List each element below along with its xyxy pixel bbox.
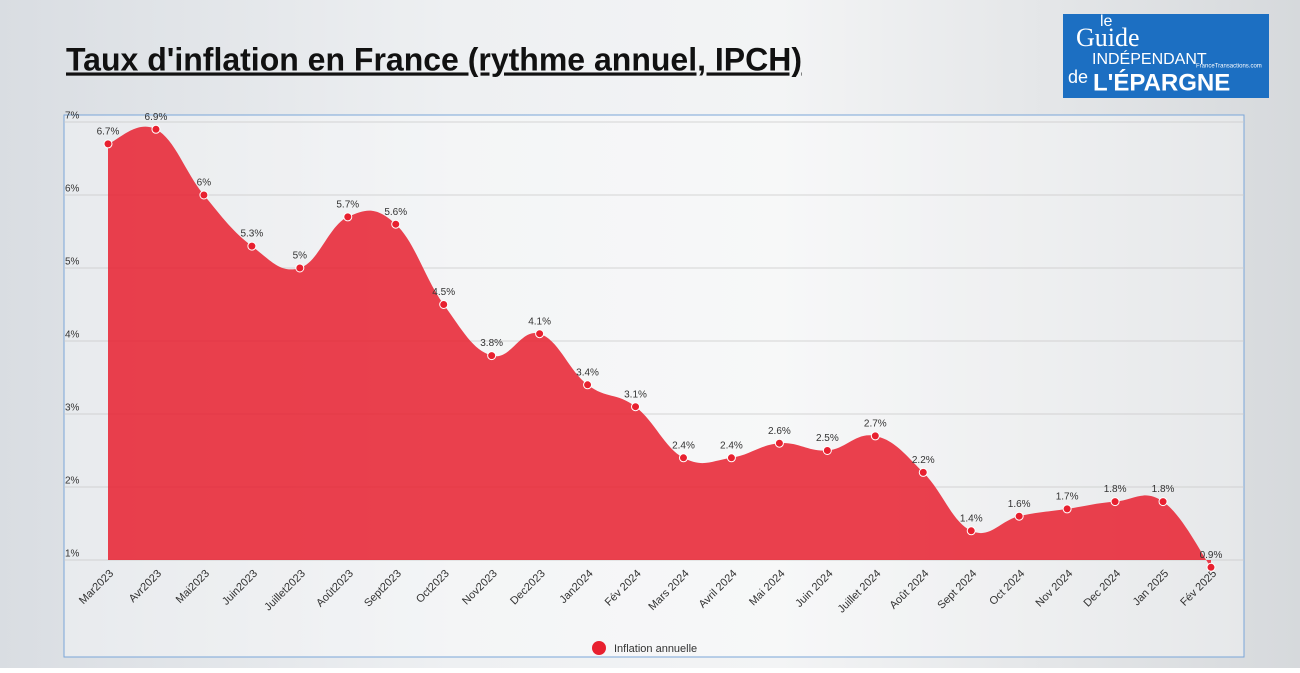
value-label: 2.2%: [912, 455, 935, 466]
logo-text: INDÉPENDANT: [1092, 49, 1207, 68]
data-point: [295, 263, 305, 273]
value-label: 1.6%: [1008, 499, 1031, 510]
chart-title: Taux d'inflation en France (rythme annue…: [66, 41, 802, 77]
y-tick-label: 3%: [65, 403, 80, 414]
data-point: [870, 431, 880, 441]
legend-marker: [592, 641, 606, 655]
data-point: [487, 351, 497, 361]
data-point: [151, 124, 161, 134]
value-label: 5%: [293, 251, 308, 262]
logo-text: le: [1100, 13, 1113, 30]
data-point: [822, 446, 832, 455]
y-tick-label: 7%: [65, 111, 80, 122]
data-point: [391, 219, 401, 229]
data-point: [774, 438, 784, 448]
value-label: 2.6%: [768, 426, 791, 437]
value-label: 6.9%: [145, 112, 168, 123]
value-label: 3.4%: [576, 367, 599, 378]
value-label: 2.7%: [864, 419, 887, 430]
value-label: 4.5%: [432, 287, 455, 298]
data-point: [247, 241, 257, 251]
value-label: 2.4%: [672, 440, 695, 451]
data-point: [1014, 511, 1024, 521]
value-label: 3.1%: [624, 389, 647, 400]
value-label: 1.4%: [960, 513, 983, 524]
y-tick-label: 1%: [65, 549, 80, 560]
y-tick-label: 6%: [65, 184, 80, 195]
logo-site: FranceTransactions.com: [1196, 64, 1262, 70]
logo-box: [1063, 14, 1269, 98]
value-label: 5.6%: [384, 207, 407, 218]
data-point: [439, 300, 449, 309]
data-point: [535, 329, 545, 339]
data-point: [103, 139, 113, 149]
data-point: [1206, 562, 1216, 572]
y-tick-label: 4%: [65, 330, 80, 341]
data-point: [918, 467, 928, 477]
data-point: [343, 212, 353, 222]
data-point: [1062, 504, 1072, 514]
data-point: [199, 190, 209, 200]
value-label: 1.8%: [1104, 484, 1127, 495]
data-point: [966, 526, 976, 536]
data-point: [678, 453, 688, 463]
logo-text: Guide: [1076, 23, 1140, 52]
logo-text: L'ÉPARGNE: [1093, 68, 1230, 96]
value-label: 0.9%: [1200, 550, 1223, 561]
value-label: 2.4%: [720, 440, 743, 451]
legend-label: Inflation annuelle: [614, 643, 697, 655]
logo: le Guide INDÉPENDANT de L'ÉPARGNE France…: [1063, 13, 1269, 98]
value-label: 6.7%: [97, 127, 120, 138]
logo-text: de: [1068, 67, 1088, 87]
value-label: 1.7%: [1056, 492, 1079, 503]
data-point: [631, 402, 641, 412]
data-point: [1110, 497, 1120, 507]
data-point: [726, 453, 736, 463]
area: [108, 126, 1211, 568]
y-tick-label: 2%: [65, 476, 80, 487]
value-label: 6%: [197, 178, 212, 189]
value-label: 1.8%: [1152, 484, 1175, 495]
y-tick-label: 5%: [65, 257, 80, 268]
value-label: 2.5%: [816, 433, 839, 444]
value-label: 3.8%: [480, 338, 503, 349]
data-point: [1158, 497, 1168, 507]
value-label: 5.3%: [240, 229, 263, 240]
value-label: 5.7%: [336, 200, 359, 211]
data-point: [583, 380, 593, 390]
value-label: 4.1%: [528, 316, 551, 327]
